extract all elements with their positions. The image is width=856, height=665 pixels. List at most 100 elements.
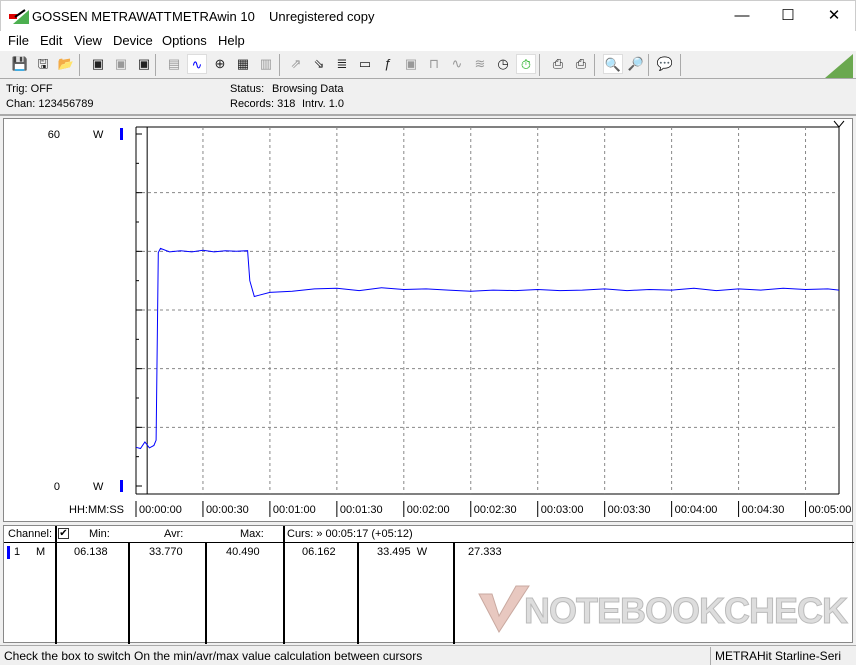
channel-color-marker	[7, 546, 10, 559]
minmax-checkbox[interactable]: ✔	[58, 528, 69, 539]
maximize-button[interactable]: ☐	[781, 7, 795, 24]
y-tick-label: 0	[54, 481, 60, 493]
records-count: Records: 318	[230, 98, 296, 110]
toolbar-separator	[279, 54, 280, 76]
multi-wave-icon[interactable]: ≋	[474, 56, 486, 71]
x-tick-label: 00:03:00	[541, 504, 584, 516]
open-folder-icon[interactable]: 📂	[57, 56, 75, 71]
toolbar-separator	[680, 54, 681, 76]
data-list-icon[interactable]: ≣	[336, 56, 348, 71]
histogram-icon[interactable]: ▥	[259, 56, 273, 71]
device-memory-icon[interactable]: ▣	[137, 56, 151, 71]
toolbar-separator	[594, 54, 595, 76]
registration-status: Unregistered copy	[269, 9, 375, 24]
divider	[55, 526, 57, 644]
y-tick-label: 60	[48, 129, 60, 141]
cursor-header: Curs: » 00:05:17 (+05:12)	[287, 528, 413, 540]
x-tick-label: 00:04:30	[742, 504, 785, 516]
menu-edit[interactable]: Edit	[40, 33, 63, 48]
min-value: 06.138	[74, 546, 108, 558]
device-transfer-icon[interactable]: ▣	[114, 56, 128, 71]
status-bar: Check the box to switch On the min/avr/m…	[0, 645, 856, 665]
print-icon[interactable]: ⎙	[575, 56, 587, 71]
device-settings-icon[interactable]: ▣	[404, 56, 418, 71]
trigger-status: Trig: OFF	[6, 83, 53, 95]
cursor-diff-value: 27.333	[468, 546, 502, 558]
y-unit-label: W	[93, 129, 104, 141]
channel-number: 1	[14, 546, 21, 558]
x-tick-label: 00:02:00	[407, 504, 450, 516]
channel-mode: M	[36, 546, 46, 558]
comment-icon[interactable]: 💬	[656, 56, 674, 71]
connection-indicator-icon	[825, 54, 853, 78]
crosshair-icon[interactable]: ⊕	[214, 56, 226, 71]
cursor1-value: 06.162	[302, 546, 336, 558]
measurement-table: Channel: ✔ Min: Avr: Max: Curs: » 00:05:…	[3, 525, 854, 644]
menu-device[interactable]: Device	[113, 33, 153, 48]
toolbar-separator	[155, 54, 156, 76]
status-label: Status:	[230, 83, 265, 95]
x-tick-label: 00:02:30	[474, 504, 517, 516]
x-tick-label: 00:05:00	[809, 504, 852, 516]
x-tick-label: 00:00:00	[139, 504, 182, 516]
save-icon[interactable]: 💾	[11, 56, 29, 71]
device-name: METRAHit Starline-Seri	[715, 649, 842, 663]
toolbar-separator	[539, 54, 540, 76]
toolbar-separator	[79, 54, 80, 76]
power-chart[interactable]: 60 0 W W HH:MM:SS 00:00:00 00:00:30 00:01:00 00:…	[4, 119, 854, 523]
data-series-line	[135, 247, 840, 450]
toolbar-separator	[648, 54, 649, 76]
status-value: Browsing Data	[272, 83, 344, 95]
menu-view[interactable]: View	[74, 33, 102, 48]
y-scale-marker-top	[120, 128, 123, 140]
menu-help[interactable]: Help	[218, 33, 245, 48]
avr-value: 33.770	[149, 546, 183, 558]
zoom-wave-icon[interactable]: 🔍	[603, 54, 623, 74]
device-read-icon[interactable]: ▣	[91, 56, 105, 71]
company-name: GOSSEN METRAWATT	[32, 9, 172, 24]
x-tick-label: 00:00:30	[206, 504, 249, 516]
x-tick-label: 00:01:30	[340, 504, 383, 516]
trigger-icon[interactable]: ⊓	[428, 56, 440, 71]
sine-icon[interactable]: ∿	[451, 56, 463, 71]
status-hint: Check the box to switch On the min/avr/m…	[4, 649, 423, 663]
max-value: 40.490	[226, 546, 260, 558]
x-axis-label: HH:MM:SS	[69, 504, 124, 516]
minimize-button[interactable]: —	[734, 7, 750, 24]
cursor-2-marker	[833, 120, 845, 128]
close-button[interactable]: ✕	[827, 7, 841, 24]
app-name: METRAwin 10	[172, 9, 255, 24]
cursor2-value: 33.495 W	[377, 546, 428, 558]
menu-file[interactable]: File	[8, 33, 29, 48]
channel-header: Channel:	[8, 528, 53, 540]
min-header: Min:	[89, 528, 110, 540]
x-tick-label: 00:03:30	[608, 504, 651, 516]
numeric-display-icon[interactable]: ▤	[167, 56, 181, 71]
y-unit-label: W	[93, 481, 104, 493]
y-scale-marker-bottom	[120, 480, 123, 492]
monitor-icon[interactable]: ▭	[358, 56, 372, 71]
toolbar: 💾 🖫 📂 ▣ ▣ ▣ ▤ ∿ ⊕ ▦ ▥ ⇗ ⇘ ≣ ▭ ƒ ▣ ⊓ ∿ ≋ ◷ ⏱ ⎙ ⎙ 🔍 🔎 💬	[0, 51, 856, 79]
menu-bar: File Edit View Device Options Help	[0, 31, 856, 51]
save-as-icon[interactable]: 🖫	[37, 56, 49, 71]
stopwatch-icon[interactable]: ⏱	[516, 54, 536, 74]
formula-icon[interactable]: ƒ	[384, 56, 392, 71]
zoom-peak-icon[interactable]: 🔎	[627, 56, 645, 71]
table-view-icon[interactable]: ▦	[236, 56, 250, 71]
x-tick-label: 00:01:00	[273, 504, 316, 516]
chart-panel[interactable]: 60 0 W W HH:MM:SS 00:00:00 00:00:30 00:01:00 00:…	[3, 118, 853, 522]
menu-options[interactable]: Options	[162, 33, 207, 48]
print-preview-icon[interactable]: ⎙	[552, 56, 564, 71]
info-panel: Trig: OFF Chan: 123456789 Status: Browsi…	[0, 80, 856, 116]
x-tick-label: 00:04:00	[675, 504, 718, 516]
import-icon[interactable]: ⇘	[313, 56, 325, 71]
waveform-view-icon[interactable]: ∿	[187, 54, 207, 74]
notebookcheck-watermark: NOTEBOOKCHECK	[474, 584, 854, 634]
schedule-clock-icon[interactable]: ◷	[497, 56, 509, 71]
export-icon[interactable]: ⇗	[290, 56, 302, 71]
channel-list: Chan: 123456789	[6, 98, 94, 110]
title-bar: GOSSEN METRAWATT METRAwin 10 Unregistere…	[0, 0, 856, 31]
avr-header: Avr:	[164, 528, 184, 540]
max-header: Max:	[240, 528, 264, 540]
app-logo-icon	[9, 9, 29, 24]
